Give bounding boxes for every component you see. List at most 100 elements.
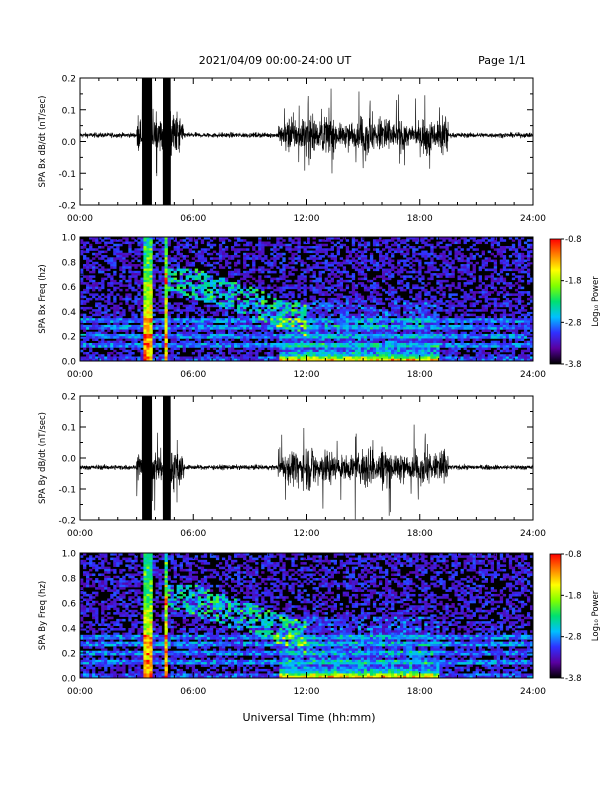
spectrogram-cell: [375, 302, 380, 305]
spectrogram-cell: [149, 295, 153, 299]
spectrogram-cell: [336, 306, 341, 310]
spectrogram-cell: [327, 318, 331, 321]
spectrogram-cell: [149, 248, 153, 251]
spectrogram-cell: [345, 351, 350, 355]
spectrogram-cell: [321, 302, 325, 305]
spectrogram-cell: [101, 257, 105, 260]
spectrogram-cell: [146, 237, 150, 240]
spectrogram-cell: [424, 338, 428, 341]
spectrogram-cell: [439, 349, 443, 353]
spectrogram-cell: [98, 342, 102, 346]
spectrogram-cell: [285, 279, 289, 283]
spectrogram-cell: [385, 329, 389, 332]
spectrogram-cell: [267, 347, 271, 351]
spectrogram-cell: [252, 252, 256, 256]
spectrogram-cell: [173, 329, 177, 332]
spectrogram-cell: [221, 342, 226, 346]
spectrogram-cell: [149, 351, 153, 355]
spectrogram-cell: [330, 349, 334, 353]
spectrogram-cell: [357, 354, 362, 357]
spectrogram-cell: [285, 349, 289, 353]
spectrogram-cell: [95, 241, 99, 245]
spectrogram-cell: [303, 309, 307, 312]
spectrogram-cell: [375, 284, 380, 287]
spectrogram-cell: [227, 320, 232, 323]
spectrogram-cell: [288, 246, 292, 249]
spectrogram-cell: [303, 311, 307, 314]
spectrogram-cell: [360, 333, 365, 337]
spectrogram-cell: [433, 324, 437, 328]
spectrogram-cell: [110, 351, 114, 355]
spectrogram-cell: [357, 282, 362, 285]
spectrogram-cell: [345, 347, 350, 351]
spectrogram-cell: [252, 315, 256, 319]
spectrogram-cell: [385, 318, 389, 321]
spectrogram-cell: [261, 329, 265, 332]
spectrogram-cell: [279, 243, 283, 247]
spectrogram-cell: [246, 320, 250, 323]
spectrogram-cell: [372, 248, 377, 251]
spectrogram-cell: [454, 315, 458, 319]
spectrogram-cell: [113, 270, 117, 274]
spectrogram-cell: [354, 268, 359, 272]
spectrogram-cell: [273, 284, 277, 287]
spectrogram-cell: [206, 342, 211, 346]
spectrogram-cell: [421, 282, 425, 285]
spectrogram-cell: [80, 336, 84, 339]
spectrogram-cell: [354, 331, 359, 335]
spectrogram-cell: [306, 302, 310, 305]
spectrogram-cell: [261, 320, 265, 323]
spectrogram-cell: [454, 356, 458, 360]
spectrogram-cell: [264, 268, 268, 272]
spectrogram-cell: [264, 261, 268, 265]
spectrogram-cell: [388, 354, 392, 357]
spectrogram-cell: [218, 237, 223, 240]
spectrogram-cell: [360, 313, 365, 317]
spectrogram-cell: [234, 322, 238, 326]
spectrogram-cell: [336, 282, 341, 285]
spectrogram-cell: [125, 237, 129, 240]
spectrogram-cell: [95, 255, 99, 258]
spectrogram-cell: [427, 243, 431, 247]
spectrogram-cell: [363, 277, 368, 281]
spectrogram-cell: [104, 356, 108, 360]
spectrogram-cell: [309, 354, 313, 357]
spectrogram-cell: [345, 275, 350, 278]
spectrogram-cell: [273, 295, 277, 299]
spectrogram-cell: [372, 356, 377, 360]
spectrogram-cell: [285, 302, 289, 305]
spectrogram-cell: [424, 284, 428, 287]
spectrogram-cell: [240, 342, 244, 346]
spectrogram-cell: [391, 347, 395, 351]
spectrogram-cell: [83, 315, 87, 319]
spectrogram-cell: [403, 345, 407, 348]
spectrogram-cell: [318, 291, 322, 294]
spectrogram-cell: [237, 320, 241, 323]
spectrogram-cell: [282, 282, 286, 285]
spectrogram-cell: [98, 311, 102, 314]
spectrogram-cell: [424, 327, 428, 330]
spectrogram-cell: [255, 295, 259, 299]
spectrogram-cell: [318, 239, 322, 242]
spectrogram-cell: [86, 351, 90, 355]
spectrogram-cell: [158, 295, 162, 299]
spectrogram-cell: [369, 331, 374, 335]
spectrogram-cell: [421, 255, 425, 258]
spectrogram-cell: [430, 315, 434, 319]
spectrogram-cell: [406, 304, 410, 308]
spectrogram-cell: [194, 284, 199, 287]
spectrogram-cell: [406, 324, 410, 328]
spectrogram-cell: [270, 327, 274, 330]
spectrogram-cell: [448, 309, 452, 312]
spectrogram-cell: [469, 313, 473, 317]
spectrogram-cell: [131, 311, 135, 314]
spectrogram-cell: [378, 358, 383, 362]
spectrogram-cell: [439, 293, 443, 296]
spectrogram-cell: [288, 331, 292, 335]
spectrogram-cell: [243, 333, 247, 337]
spectrogram-cell: [179, 273, 183, 276]
spectrogram-cell: [469, 295, 473, 299]
spectrogram-cell: [324, 338, 328, 341]
spectrogram-cell: [128, 351, 132, 355]
spectrogram-cell: [415, 342, 419, 346]
